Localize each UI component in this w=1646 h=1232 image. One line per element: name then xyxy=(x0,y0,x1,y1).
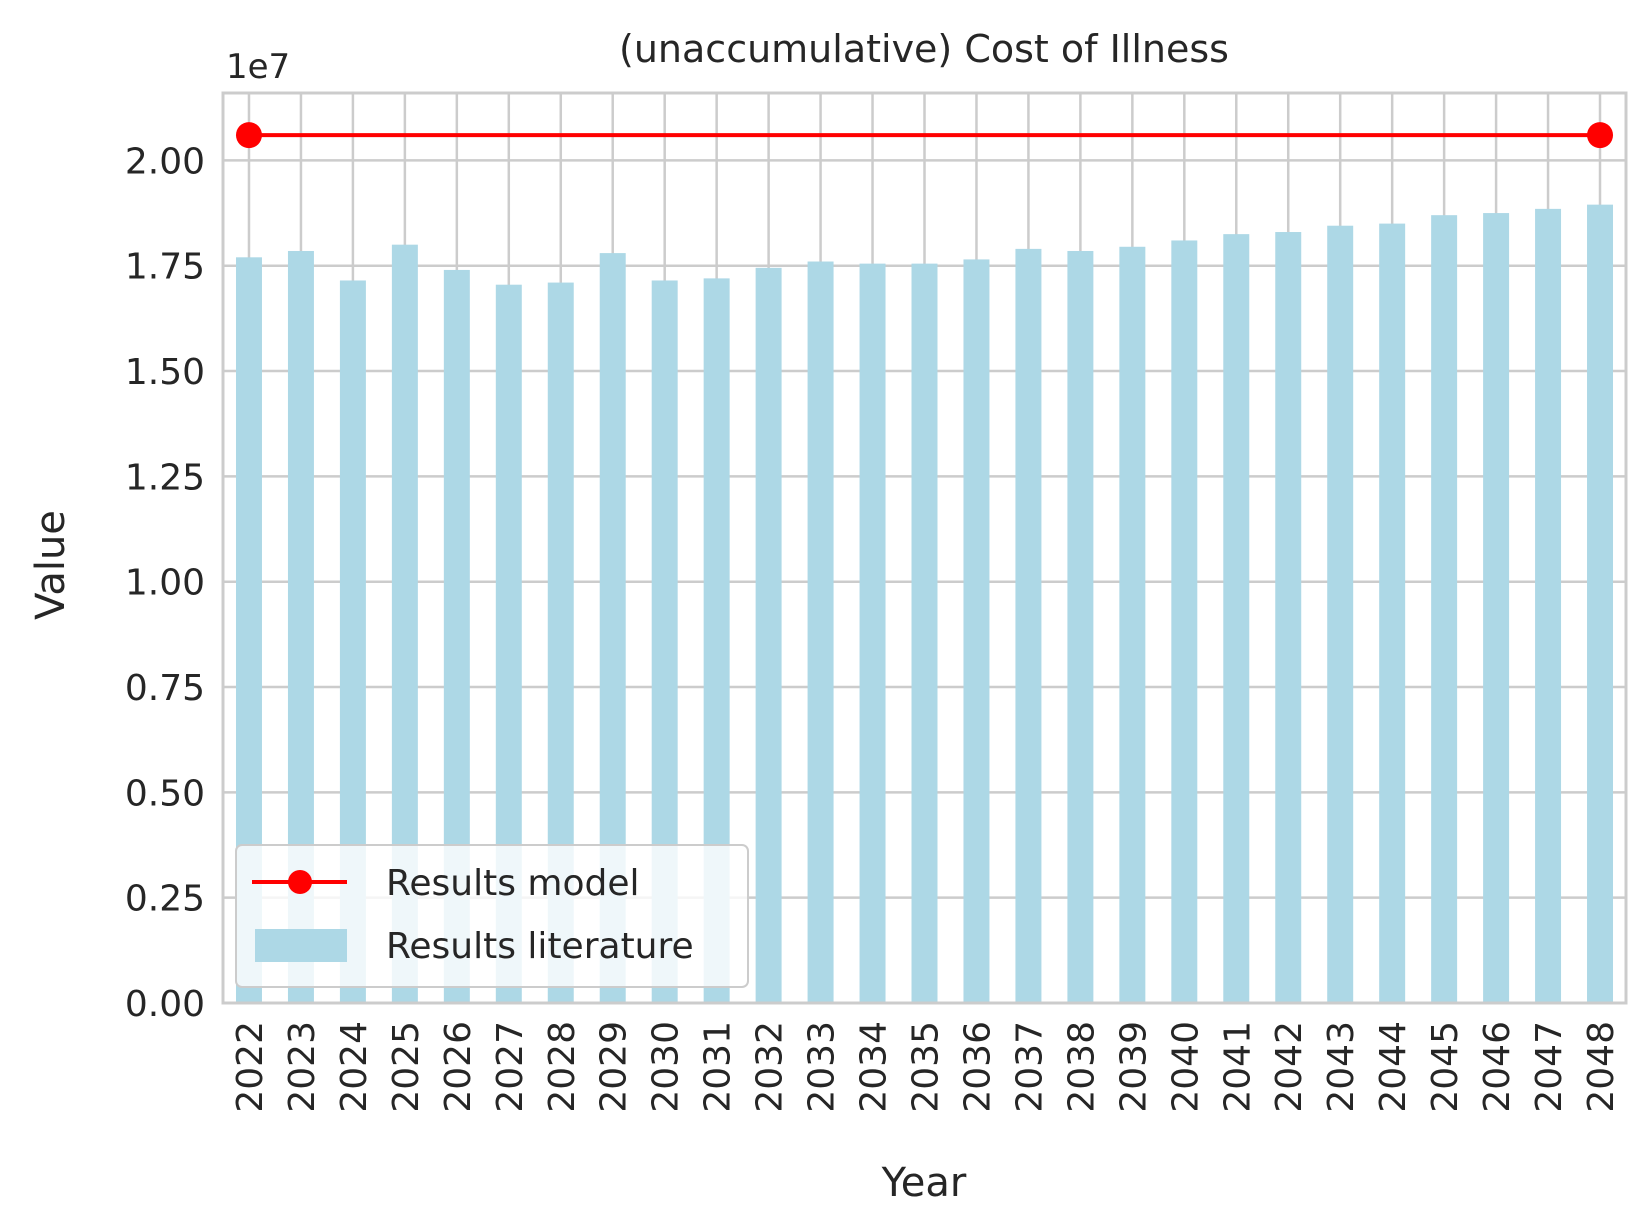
y-tick-label: 0.25 xyxy=(125,879,205,920)
x-axis-ticks: 2022 2023 2024 2025 2026 2027 2028 2029 2030 2031… xyxy=(230,1021,1622,1113)
bar-2035 xyxy=(911,263,938,1003)
bar-2046 xyxy=(1483,213,1510,1003)
x-axis-label: Year xyxy=(881,1160,967,1206)
x-tick-label: 2048 xyxy=(1581,1021,1622,1113)
bar-2048 xyxy=(1587,204,1614,1003)
bar-2036 xyxy=(963,259,990,1003)
y-axis-label: Value xyxy=(28,510,74,620)
y-tick-label: 1.75 xyxy=(125,247,205,288)
legend-box xyxy=(235,844,749,988)
x-tick-label: 2031 xyxy=(698,1021,739,1113)
plot-frame xyxy=(221,91,1628,1005)
bar-2032 xyxy=(755,267,782,1003)
y-tick-label: 0.75 xyxy=(125,668,205,709)
line-series xyxy=(235,122,1614,149)
x-tick-label: 2043 xyxy=(1321,1021,1362,1113)
x-tick-label: 2030 xyxy=(646,1021,687,1113)
x-tick-label: 2025 xyxy=(386,1021,427,1113)
x-tick-label: 2033 xyxy=(802,1021,843,1113)
results-model-point-2048 xyxy=(1587,122,1614,149)
y-tick-label: 0.50 xyxy=(125,773,205,814)
x-tick-label: 2044 xyxy=(1373,1021,1414,1113)
x-tick-label: 2036 xyxy=(957,1021,998,1113)
y-tick-label: 1.25 xyxy=(125,457,205,498)
x-tick-label: 2024 xyxy=(334,1021,375,1113)
x-tick-label: 2027 xyxy=(490,1021,531,1113)
y-offset-label: 1e7 xyxy=(226,47,290,87)
x-tick-label: 2047 xyxy=(1529,1021,1570,1113)
legend-bar-swatch xyxy=(255,929,347,962)
bar-2043 xyxy=(1327,225,1354,1004)
x-tick-label: 2022 xyxy=(230,1021,271,1113)
x-tick-label: 2041 xyxy=(1217,1021,1258,1113)
x-tick-label: 2045 xyxy=(1425,1021,1466,1113)
y-tick-label: 1.00 xyxy=(125,563,205,604)
x-tick-label: 2039 xyxy=(1113,1021,1154,1113)
bar-2039 xyxy=(1119,246,1146,1004)
legend: Results model Results literature xyxy=(235,844,749,988)
legend-label-results-literature: Results literature xyxy=(386,926,694,967)
x-tick-label: 2042 xyxy=(1269,1021,1310,1113)
x-tick-label: 2037 xyxy=(1009,1021,1050,1113)
bar-2034 xyxy=(859,263,886,1003)
x-tick-label: 2046 xyxy=(1477,1021,1518,1113)
y-tick-label: 0.00 xyxy=(125,984,205,1025)
bar-2033 xyxy=(807,261,834,1003)
x-tick-label: 2040 xyxy=(1165,1021,1206,1113)
results-model-point-2022 xyxy=(235,122,262,149)
x-tick-label: 2032 xyxy=(750,1021,791,1113)
x-tick-label: 2034 xyxy=(854,1021,895,1113)
x-tick-label: 2038 xyxy=(1061,1021,1102,1113)
y-tick-label: 1.50 xyxy=(125,352,205,393)
bar-2037 xyxy=(1015,248,1042,1003)
y-axis-ticks: 0.00 0.25 0.50 0.75 1.00 1.25 1.50 1.75 2.00 xyxy=(125,141,205,1025)
bar-2045 xyxy=(1431,215,1458,1004)
x-tick-label: 2035 xyxy=(906,1021,947,1113)
x-tick-label: 2023 xyxy=(282,1021,323,1113)
bar-2041 xyxy=(1223,234,1250,1003)
legend-label-results-model: Results model xyxy=(386,863,640,904)
bar-2042 xyxy=(1275,232,1302,1003)
chart-title: (unaccumulative) Cost of Illness xyxy=(619,27,1229,71)
bar-2047 xyxy=(1535,208,1562,1004)
x-tick-label: 2029 xyxy=(594,1021,635,1113)
y-tick-label: 2.00 xyxy=(125,141,205,182)
x-tick-label: 2026 xyxy=(438,1021,479,1113)
bar-2040 xyxy=(1171,240,1198,1003)
bar-2038 xyxy=(1067,250,1094,1004)
x-tick-label: 2028 xyxy=(542,1021,583,1113)
bar-2044 xyxy=(1379,223,1406,1003)
legend-marker-swatch xyxy=(288,870,312,894)
